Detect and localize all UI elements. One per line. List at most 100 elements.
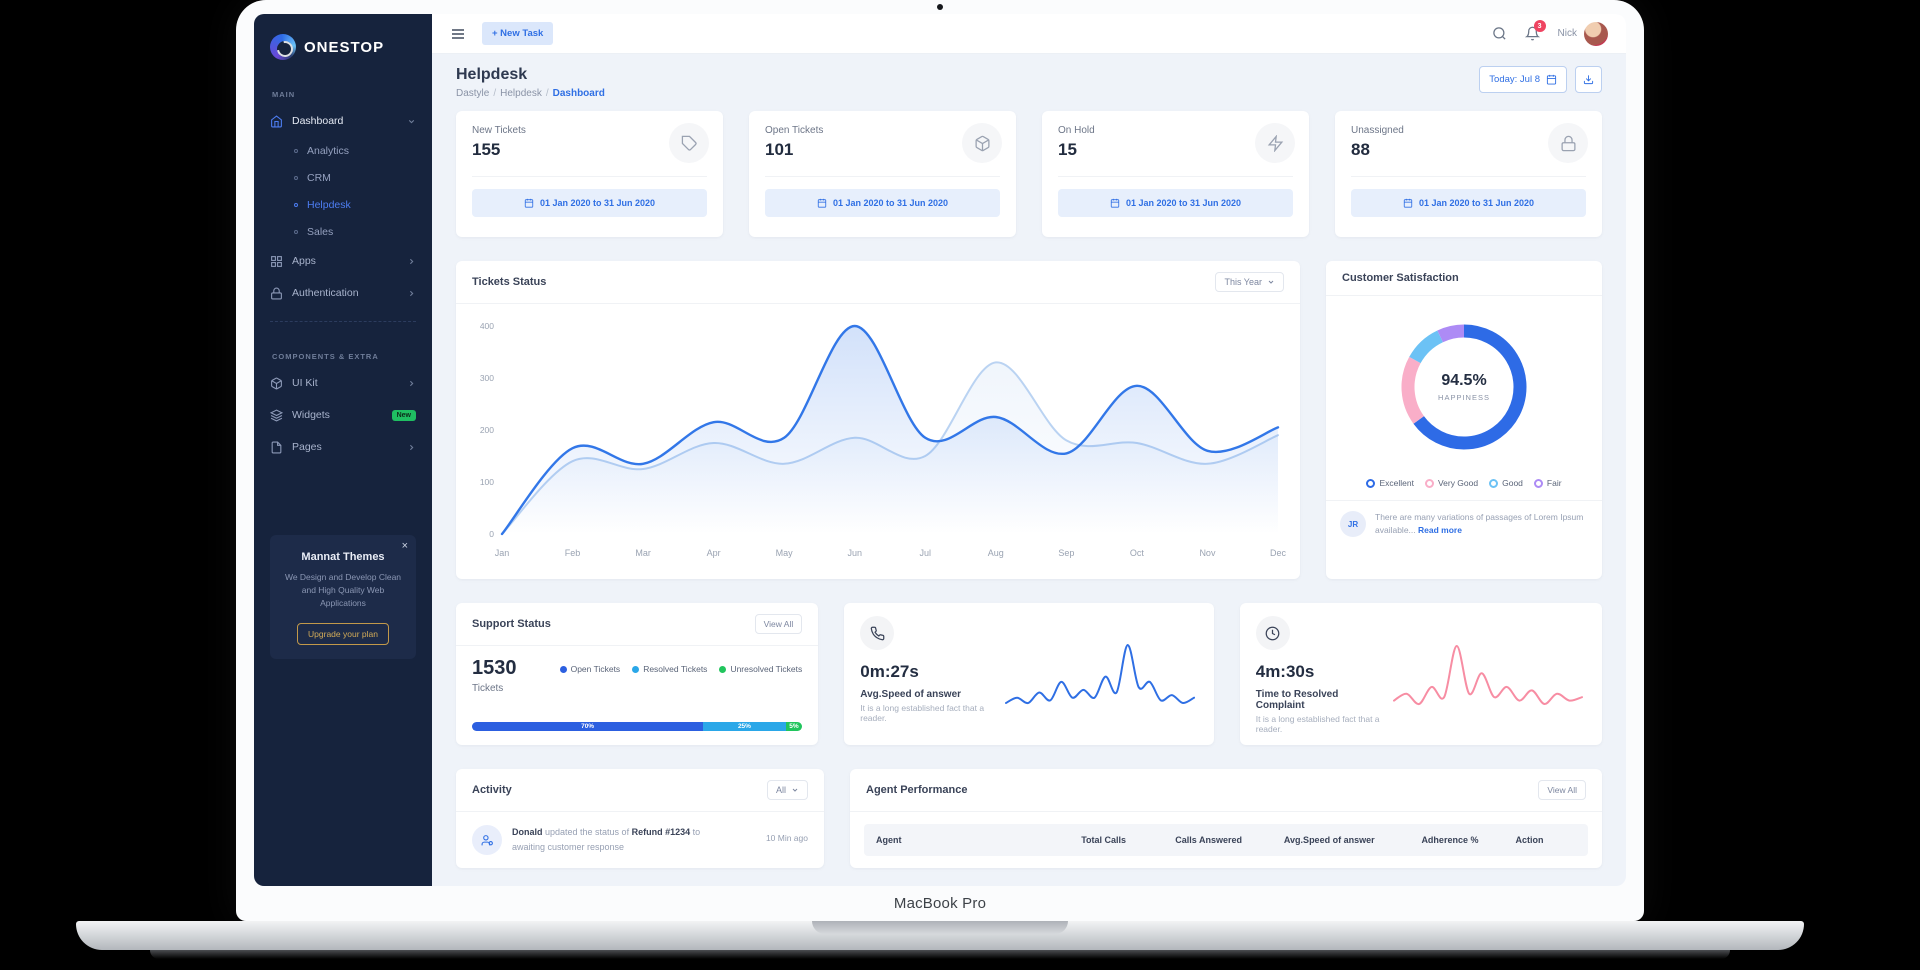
search-icon[interactable] [1492, 26, 1507, 41]
sidebar-item-dashboard[interactable]: Dashboard [270, 105, 416, 137]
breadcrumb-item[interactable]: Dastyle [456, 88, 490, 99]
sidebar-item-analytics[interactable]: Analytics [270, 137, 416, 164]
date-range-chip[interactable]: 01 Jan 2020 to 31 Jun 2020 [1058, 189, 1293, 217]
main-area: + New Task 3 Nick [432, 14, 1626, 886]
breadcrumb-current: Dashboard [552, 88, 605, 99]
avg-speed-card: 0m:27s Avg.Speed of answer It is a long … [844, 603, 1214, 745]
sidebar: ONESTOP MAIN Dashboard Analytics CRM Hel… [254, 14, 432, 886]
tickets-total: 1530 [472, 657, 517, 679]
new-badge: New [391, 409, 416, 421]
sidebar-item-crm[interactable]: CRM [270, 164, 416, 191]
sidebar-item-widgets[interactable]: Widgets New [270, 399, 416, 431]
resolve-sparkline-chart [1392, 644, 1583, 706]
page-title: Helpdesk [456, 66, 528, 83]
panel-title: Agent Performance [866, 784, 968, 796]
stat-card-unassigned: Unassigned 88 01 Jan 2020 to 31 Jun 2020 [1335, 111, 1602, 237]
year-filter-select[interactable]: This Year [1215, 272, 1284, 292]
svg-text:May: May [776, 548, 794, 558]
svg-text:Mar: Mar [635, 548, 651, 558]
user-activity-icon [481, 834, 493, 845]
date-range-chip[interactable]: 01 Jan 2020 to 31 Jun 2020 [1351, 189, 1586, 217]
stat-title: Open Tickets [765, 125, 824, 136]
stat-value: 88 [1351, 140, 1370, 159]
svg-text:Jul: Jul [920, 548, 932, 558]
kpi-value: 0m:27s [860, 662, 919, 681]
svg-text:Nov: Nov [1199, 548, 1216, 558]
date-range-chip[interactable]: 01 Jan 2020 to 31 Jun 2020 [765, 189, 1000, 217]
stat-card-on-hold: On Hold 15 01 Jan 2020 to 31 Jun 2020 [1042, 111, 1309, 237]
menu-icon[interactable] [450, 26, 466, 42]
panel-title: Support Status [472, 618, 551, 630]
sidebar-item-label: Analytics [307, 144, 350, 157]
svg-text:Dec: Dec [1270, 548, 1287, 558]
calendar-icon [817, 198, 827, 208]
layers-icon [270, 408, 283, 422]
sidebar-item-helpdesk[interactable]: Helpdesk [270, 191, 416, 218]
svg-text:Jan: Jan [495, 548, 510, 558]
svg-text:400: 400 [480, 321, 494, 331]
stat-value: 101 [765, 140, 794, 159]
clock-icon [1265, 626, 1280, 640]
download-icon [1583, 75, 1594, 85]
stat-title: Unassigned [1351, 125, 1404, 136]
today-date-button[interactable]: Today: Jul 8 [1479, 66, 1567, 93]
stat-title: New Tickets [472, 125, 526, 136]
chevron-right-icon [409, 380, 414, 386]
sidebar-item-pages[interactable]: Pages [270, 431, 416, 463]
laptop-chin: MacBook Pro [236, 887, 1644, 921]
sidebar-item-label: Dashboard [292, 115, 344, 127]
sidebar-item-sales[interactable]: Sales [270, 218, 416, 245]
chevron-down-icon [408, 119, 415, 123]
agent-table-header: Agent Total Calls Calls Answered Avg.Spe… [864, 824, 1588, 856]
activity-filter-select[interactable]: All [766, 780, 808, 800]
sidebar-item-apps[interactable]: Apps [270, 245, 416, 277]
user-menu[interactable]: Nick [1558, 21, 1608, 46]
sidebar-item-label: Helpdesk [307, 198, 351, 211]
support-progress-bar: 70% 25% 5% [472, 722, 803, 731]
read-more-link[interactable]: Read more [1418, 525, 1462, 536]
kpi-subtitle: It is a long established fact that a rea… [860, 703, 985, 723]
sidebar-item-ui-kit[interactable]: UI Kit [270, 367, 416, 399]
upgrade-plan-button[interactable]: Upgrade your plan [297, 622, 389, 645]
legend-dot [719, 665, 727, 673]
support-legend: Open Tickets Resolved Tickets Unresolved… [559, 658, 802, 674]
close-icon[interactable]: × [401, 540, 408, 552]
view-all-button[interactable]: View All [754, 614, 803, 634]
sidebar-item-label: Authentication [292, 287, 359, 299]
satisfaction-legend: Excellent Very Good Good Fair [1326, 478, 1602, 488]
breadcrumb: Dastyle / Helpdesk / Dashboard [456, 88, 605, 99]
device-label: MacBook Pro [893, 895, 987, 912]
column-header: Adherence % [1421, 835, 1479, 845]
activity-panel: Activity All Donald updated the status o… [456, 769, 824, 868]
svg-text:200: 200 [480, 425, 494, 435]
kpi-value: 4m:30s [1255, 662, 1315, 681]
calendar-icon [1403, 198, 1413, 208]
view-all-button[interactable]: View All [1538, 780, 1586, 800]
svg-text:Apr: Apr [707, 548, 721, 558]
calendar-icon [524, 198, 534, 208]
chevron-right-icon [409, 444, 414, 450]
svg-text:Sep: Sep [1058, 548, 1074, 558]
legend-marker [1533, 478, 1543, 488]
bullet-icon [294, 148, 298, 153]
sidebar-item-label: Sales [307, 225, 334, 238]
activity-text: Donald updated the status of Refund #123… [512, 827, 701, 852]
progress-segment: 25% [703, 722, 786, 731]
download-button[interactable] [1575, 66, 1602, 93]
notifications-button[interactable]: 3 [1524, 20, 1546, 41]
date-range-chip[interactable]: 01 Jan 2020 to 31 Jun 2020 [472, 189, 707, 217]
sidebar-item-authentication[interactable]: Authentication [270, 277, 416, 309]
calendar-icon [1110, 198, 1120, 208]
brand-logo[interactable]: ONESTOP [270, 34, 416, 60]
package-icon [974, 135, 990, 151]
lock-icon [1560, 135, 1576, 151]
box-icon [271, 377, 282, 389]
lock-icon [271, 287, 282, 299]
activity-item[interactable]: Donald updated the status of Refund #123… [456, 812, 824, 868]
new-task-button[interactable]: + New Task [482, 22, 554, 45]
calendar-icon [1546, 74, 1557, 85]
stat-cards-row: New Tickets 155 01 Jan 2020 to 31 Jun 20… [456, 111, 1602, 237]
breadcrumb-item[interactable]: Helpdesk [500, 88, 542, 99]
satisfaction-donut-chart [1401, 324, 1527, 450]
chevron-right-icon [409, 258, 414, 264]
